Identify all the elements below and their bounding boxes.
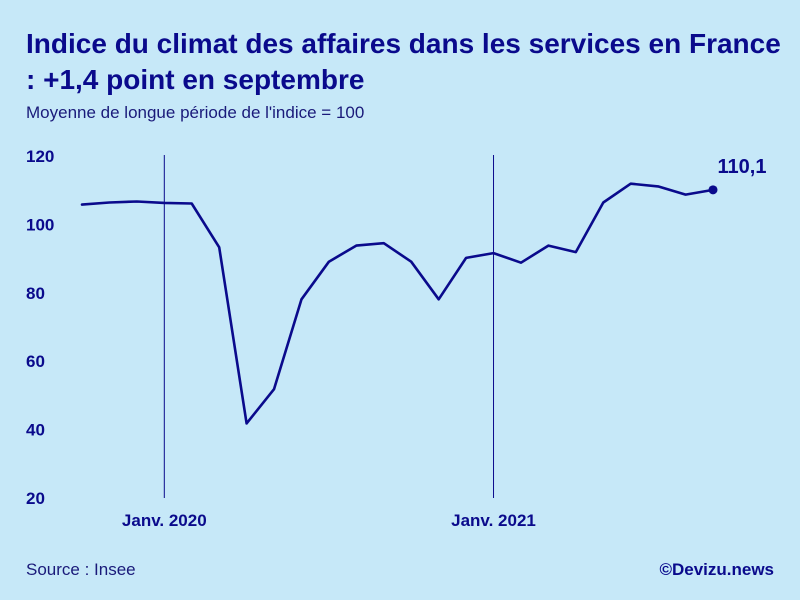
reference-lines: Janv. 2020 Janv. 2021 [122, 155, 536, 530]
series-group [80, 182, 715, 425]
y-tick-label: 80 [26, 284, 45, 303]
source-note: Source : Insee [26, 560, 136, 579]
series-line [80, 182, 715, 425]
x-tick-label: Janv. 2021 [451, 511, 536, 530]
data-label: 110,1 [718, 156, 767, 178]
y-tick-label: 100 [26, 215, 54, 234]
last-point-marker [708, 185, 718, 195]
x-tick-label: Janv. 2020 [122, 511, 207, 530]
chart-title: Indice du climat des affaires dans les s… [26, 28, 781, 95]
y-tick-label: 40 [26, 421, 45, 440]
chart-subtitle: Moyenne de longue période de l'indice = … [26, 103, 365, 122]
annotations: 110,1 [708, 156, 767, 195]
y-tick-label: 120 [26, 147, 54, 166]
y-axis: 120 100 80 60 40 20 [26, 147, 54, 508]
y-tick-label: 20 [26, 489, 45, 508]
credit-link[interactable]: ©Devizu.news [659, 560, 774, 579]
y-tick-label: 60 [26, 352, 45, 371]
